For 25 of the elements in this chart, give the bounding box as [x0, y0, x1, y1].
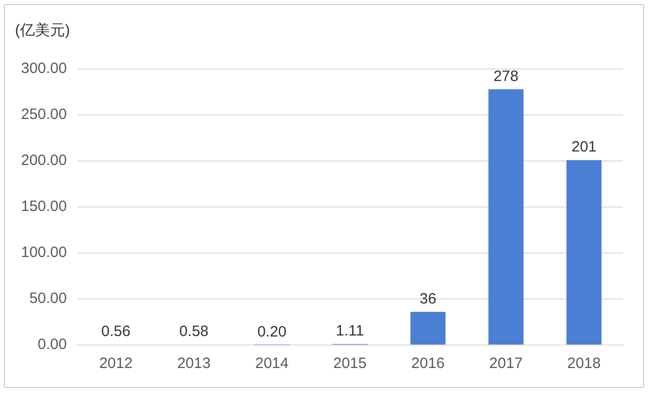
x-tick-label: 2012 [99, 355, 133, 372]
data-label: 0.20 [257, 323, 287, 340]
bar [566, 160, 602, 344]
data-label: 0.58 [179, 323, 209, 340]
data-label: 201 [571, 138, 597, 156]
bar [488, 89, 524, 344]
y-tick-label: 100.00 [20, 244, 67, 262]
data-label: 36 [420, 290, 436, 308]
y-tick-label: 0.00 [38, 336, 67, 354]
x-tick-label: 2015 [333, 355, 367, 372]
y-tick-label: 50.00 [29, 290, 67, 308]
x-tick-label: 2013 [177, 355, 211, 372]
x-tick-label: 2017 [489, 355, 523, 372]
y-tick-label: 200.00 [20, 152, 67, 170]
data-label: 0.56 [101, 323, 130, 340]
data-label: 278 [493, 68, 518, 85]
data-label: 1.11 [336, 322, 364, 340]
y-tick-label: 300.00 [20, 60, 67, 78]
y-tick-label: 150.00 [20, 198, 67, 216]
bar [410, 312, 446, 344]
x-tick-label: 2016 [411, 355, 445, 372]
y-axis-title: (亿美元) [15, 22, 70, 40]
x-tick-label: 2014 [255, 355, 289, 372]
y-tick-label: 250.00 [20, 106, 67, 124]
x-tick-label: 2018 [567, 355, 601, 372]
